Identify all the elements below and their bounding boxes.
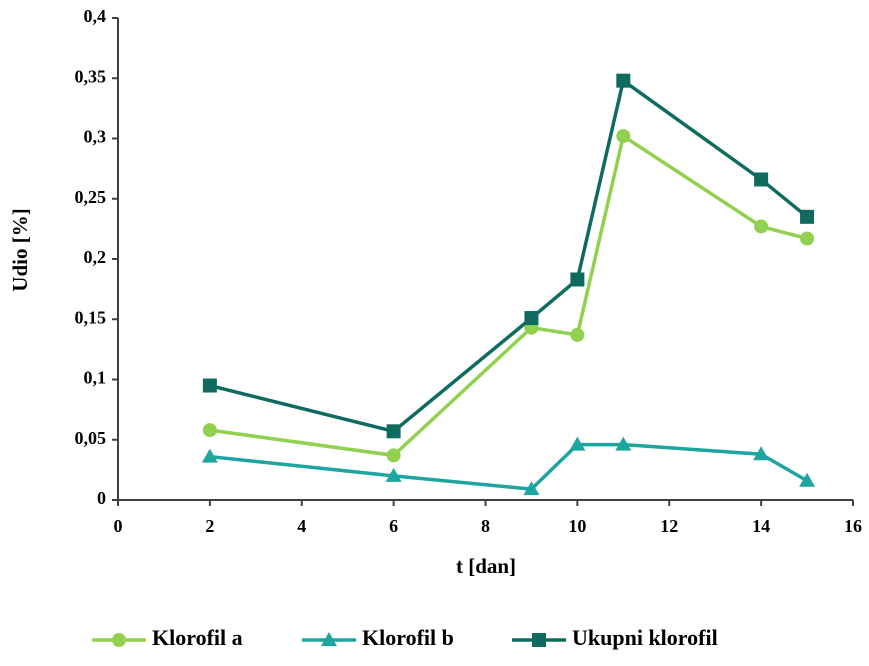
y-tick-label: 0,05 bbox=[75, 428, 107, 448]
marker bbox=[615, 436, 632, 451]
legend-label: Ukupni klorofil bbox=[572, 625, 718, 650]
marker bbox=[202, 378, 217, 393]
y-axis-title: Udio [%] bbox=[8, 208, 32, 291]
series-line bbox=[209, 442, 808, 491]
marker bbox=[523, 481, 540, 496]
y-tick-label: 0,3 bbox=[84, 127, 107, 147]
marker bbox=[386, 424, 401, 439]
legend-item: Ukupni klorofil bbox=[512, 625, 718, 650]
marker bbox=[201, 448, 218, 463]
marker bbox=[616, 129, 631, 144]
x-tick-label: 2 bbox=[205, 516, 214, 536]
legend-marker bbox=[112, 633, 126, 647]
marker bbox=[524, 311, 539, 326]
legend-item: Klorofil a bbox=[92, 625, 243, 650]
marker bbox=[385, 467, 402, 482]
legend-marker bbox=[532, 633, 546, 647]
legend-marker bbox=[321, 632, 337, 646]
y-tick-label: 0,15 bbox=[75, 307, 107, 327]
x-tick-label: 14 bbox=[752, 516, 770, 536]
marker bbox=[754, 219, 769, 234]
legend-label: Klorofil a bbox=[152, 625, 243, 650]
x-axis-title: t [dan] bbox=[456, 554, 516, 578]
x-tick-label: 8 bbox=[481, 516, 490, 536]
marker bbox=[753, 446, 770, 461]
marker bbox=[754, 172, 769, 187]
legend-label: Klorofil b bbox=[362, 625, 454, 650]
marker bbox=[202, 423, 217, 438]
marker bbox=[800, 231, 815, 246]
marker bbox=[569, 436, 586, 451]
y-tick-label: 0,35 bbox=[75, 66, 107, 86]
y-tick-label: 0,1 bbox=[84, 368, 107, 388]
y-tick-label: 0,4 bbox=[84, 6, 107, 26]
x-tick-label: 0 bbox=[114, 516, 123, 536]
x-tick-label: 10 bbox=[568, 516, 586, 536]
marker bbox=[570, 327, 585, 342]
marker bbox=[799, 472, 816, 487]
marker bbox=[800, 209, 815, 224]
y-tick-label: 0,2 bbox=[84, 247, 107, 267]
legend-item: Klorofil b bbox=[302, 625, 454, 650]
y-tick-label: 0 bbox=[97, 488, 106, 508]
marker bbox=[570, 272, 585, 287]
x-tick-label: 12 bbox=[660, 516, 678, 536]
x-tick-label: 4 bbox=[297, 516, 306, 536]
y-tick-label: 0,25 bbox=[75, 187, 107, 207]
x-tick-label: 6 bbox=[389, 516, 398, 536]
marker bbox=[616, 73, 631, 88]
marker bbox=[386, 448, 401, 463]
series-line bbox=[209, 77, 809, 434]
x-tick-label: 16 bbox=[844, 516, 862, 536]
